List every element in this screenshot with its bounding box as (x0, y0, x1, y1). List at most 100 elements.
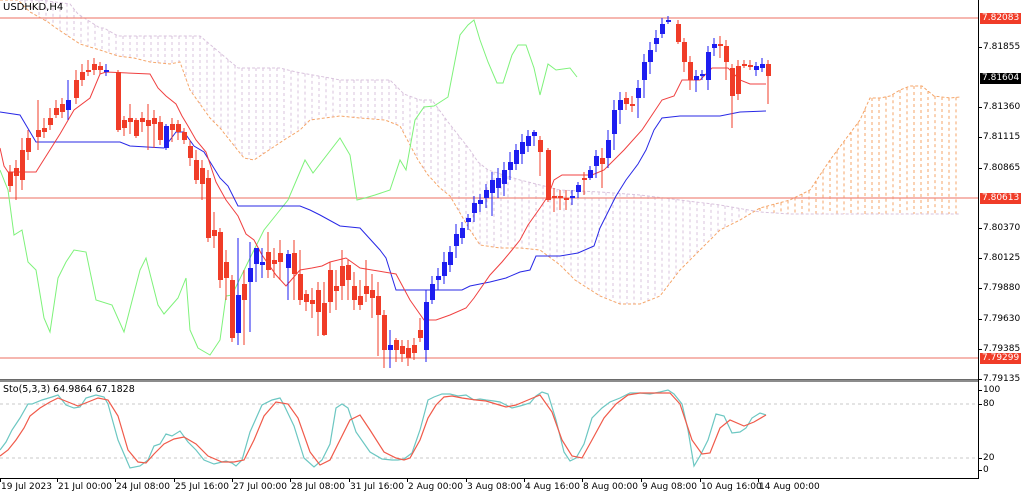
candle (304, 294, 309, 302)
panel-separator[interactable] (0, 379, 979, 382)
candle (496, 178, 501, 188)
candle (122, 120, 127, 128)
price-axis-label: 7.79880 (978, 283, 1021, 293)
time-axis-label: 3 Aug 08:00 (467, 482, 522, 492)
time-axis-tick (174, 479, 175, 482)
price-axis-label: 7.80370 (978, 223, 1021, 233)
candle (688, 62, 693, 80)
stochastic-signal-line (0, 392, 767, 466)
candle (588, 170, 593, 178)
candle (424, 302, 429, 350)
candle (502, 170, 507, 184)
time-axis-tick (582, 479, 583, 482)
price-chart-area[interactable] (0, 0, 978, 381)
candle (546, 150, 551, 200)
candle (382, 315, 387, 350)
candle (694, 76, 699, 80)
candle (224, 262, 229, 278)
price-axis-label: 7.81360 (978, 102, 1021, 112)
candle (388, 345, 393, 350)
candle (526, 136, 531, 146)
candle (278, 253, 283, 262)
candle (104, 70, 109, 72)
candle (26, 138, 31, 152)
candle (612, 110, 617, 134)
candle (712, 44, 717, 48)
candle (298, 274, 303, 300)
time-axis-tick (524, 479, 525, 482)
ichimoku-cloud (0, 0, 961, 305)
time-axis-tick (0, 479, 1, 482)
stochastic-axis-label: 0 (979, 465, 989, 475)
candle (346, 265, 351, 280)
candle (182, 132, 187, 140)
candle (454, 234, 459, 246)
candle (170, 124, 175, 130)
candle (466, 218, 471, 222)
candle (376, 296, 381, 315)
candle (236, 295, 241, 333)
candle (74, 80, 79, 98)
candle (352, 286, 357, 300)
candle (218, 232, 223, 280)
price-axis-label: 7.79385 (978, 344, 1021, 354)
candle (606, 140, 611, 158)
time-axis[interactable]: 19 Jul 2023 21 Jul 00:00 24 Jul 08:00 25 Ju… (0, 478, 979, 496)
time-axis-tick (466, 479, 467, 482)
candle (558, 196, 563, 198)
stochastic-panel[interactable] (0, 381, 978, 478)
candle (682, 42, 687, 62)
candle (66, 100, 71, 110)
candle (660, 24, 665, 34)
candle (718, 44, 723, 46)
price-axis[interactable]: 7.81855 7.81360 7.81115 7.80865 7.80370 7.801… (978, 0, 1024, 478)
candle (564, 198, 569, 200)
candle (742, 64, 747, 66)
candle (448, 252, 453, 265)
candle (98, 66, 103, 70)
candle (706, 52, 711, 80)
candle (754, 66, 759, 70)
candle (176, 124, 181, 132)
candle (200, 168, 205, 184)
price-axis-label: 7.81115 (978, 132, 1021, 142)
price-axis-label: 7.80865 (978, 163, 1021, 173)
current-price-tag: 7.81604 (980, 73, 1022, 84)
candle (254, 248, 259, 264)
level-price-tag: 7.79299 (980, 353, 1022, 364)
candle (194, 160, 199, 180)
candle (54, 108, 59, 115)
level-price-tag: 7.80613 (980, 193, 1022, 204)
candle (594, 156, 599, 166)
time-axis-tick (700, 479, 701, 482)
candle (364, 286, 369, 294)
candle (272, 260, 277, 264)
candle (20, 150, 25, 180)
candle (116, 72, 121, 130)
candle (618, 100, 623, 110)
candlestick-series (8, 16, 771, 368)
candle (730, 68, 735, 96)
candle (400, 346, 405, 354)
candle (322, 303, 327, 335)
candle (86, 70, 91, 72)
stochastic-svg (0, 389, 978, 469)
candle (552, 196, 557, 198)
candle (676, 24, 681, 42)
time-axis-label: 4 Aug 16:00 (525, 482, 580, 492)
candle (60, 104, 65, 112)
candle (140, 118, 145, 122)
candle (630, 104, 635, 106)
candle (206, 178, 211, 238)
candle (36, 130, 41, 137)
tenkan-sen-line (0, 67, 766, 321)
time-axis-label: 31 Jul 16:00 (350, 482, 404, 492)
candle (394, 340, 399, 350)
candle (152, 118, 157, 124)
time-axis-label: 27 Jul 00:00 (233, 482, 287, 492)
price-axis-label: 7.79135 (978, 374, 1021, 384)
candle (286, 254, 291, 268)
time-axis-tick (115, 479, 116, 482)
candle (748, 65, 753, 67)
time-axis-label: 21 Jul 00:00 (58, 482, 112, 492)
